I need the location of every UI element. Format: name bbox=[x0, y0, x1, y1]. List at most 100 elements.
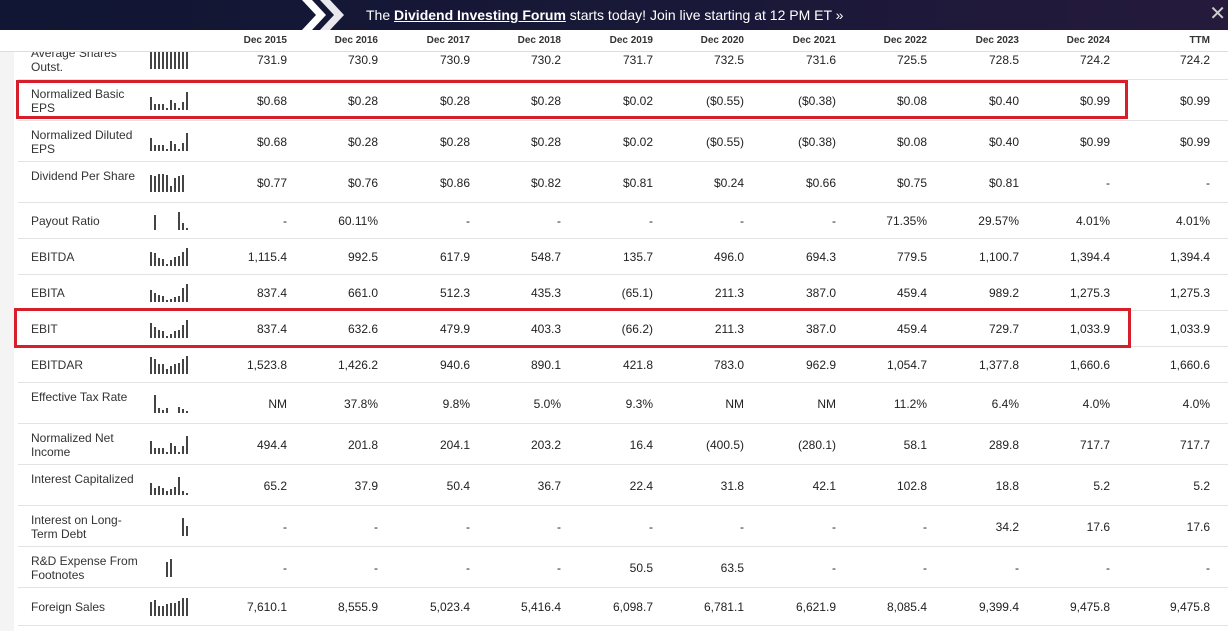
sparkline-bar bbox=[154, 253, 156, 266]
sparkline-bar bbox=[154, 358, 156, 374]
sparkline-bar bbox=[170, 186, 172, 192]
sparkline-bar bbox=[162, 488, 164, 495]
cell-value: 5.2 bbox=[1193, 478, 1210, 493]
sparkline-bar bbox=[150, 483, 152, 495]
cell-value: 1,115.4 bbox=[247, 250, 287, 264]
sparkline-bar bbox=[186, 248, 188, 266]
cell-value: $0.77 bbox=[256, 175, 287, 190]
cell-value: 11.2% bbox=[893, 396, 927, 411]
column-header: Dec 2019 bbox=[609, 35, 653, 46]
cell-value: 29.57% bbox=[978, 214, 1019, 228]
cell-value: 17.6 bbox=[1086, 519, 1110, 534]
sparkline[interactable] bbox=[150, 51, 192, 69]
cell-value: 403.3 bbox=[530, 322, 561, 336]
cell-value: 940.6 bbox=[439, 358, 470, 372]
sparkline-bar bbox=[170, 334, 172, 338]
sparkline-bar bbox=[170, 51, 172, 69]
sparkline-bar bbox=[162, 605, 164, 616]
cell-value: - bbox=[923, 560, 927, 575]
sparkline-bar bbox=[166, 107, 168, 110]
cell-value: - bbox=[1106, 175, 1110, 190]
sparkline-bar bbox=[182, 288, 184, 302]
sparkline-bar bbox=[170, 299, 172, 302]
sparkline-bar bbox=[178, 107, 180, 110]
close-icon[interactable]: ✕ bbox=[1209, 3, 1226, 25]
sparkline[interactable] bbox=[150, 91, 192, 110]
sparkline[interactable] bbox=[150, 173, 192, 192]
row-label: Normalized Basic EPS bbox=[31, 86, 125, 115]
cell-value: 1,660.6 bbox=[1169, 358, 1210, 372]
sparkline[interactable] bbox=[150, 558, 192, 577]
table-row: EBIT 837.4 632.6 479.9 403.3 (66.2) 211.3 387.0… bbox=[18, 311, 1228, 347]
sparkline[interactable] bbox=[150, 284, 192, 302]
cell-value: - bbox=[832, 519, 836, 534]
sparkline-bar bbox=[154, 394, 156, 413]
forum-link[interactable]: Dividend Investing Forum bbox=[394, 7, 566, 23]
sparkline[interactable] bbox=[150, 517, 192, 536]
cell-value: - bbox=[832, 560, 836, 575]
cell-value: $0.66 bbox=[805, 175, 836, 190]
sparkline-bar bbox=[186, 526, 188, 536]
sparkline[interactable] bbox=[150, 476, 192, 495]
sparkline[interactable] bbox=[150, 598, 192, 616]
cell-value: NM bbox=[725, 396, 744, 411]
sparkline-bar bbox=[182, 517, 184, 536]
sparkline[interactable] bbox=[150, 212, 192, 230]
cell-value: 661.0 bbox=[347, 286, 378, 300]
cell-value: 31.8 bbox=[720, 478, 744, 493]
cell-value: 102.8 bbox=[896, 478, 927, 493]
sparkline-bar bbox=[166, 174, 168, 192]
cell-value: $0.28 bbox=[530, 93, 561, 108]
cell-value: 1,033.9 bbox=[1169, 322, 1210, 336]
sparkline[interactable] bbox=[150, 356, 192, 374]
cell-value: $0.82 bbox=[530, 175, 561, 190]
sparkline-bar bbox=[158, 51, 160, 69]
table-row: Payout Ratio - 60.11% - - - - - 71.35% 29.57% 4.01… bbox=[18, 203, 1228, 239]
cell-value: ($0.38) bbox=[797, 134, 836, 149]
sparkline-bar bbox=[166, 300, 168, 302]
cell-value: 5,023.4 bbox=[429, 600, 470, 614]
cell-value: NM bbox=[268, 396, 287, 411]
sparkline-bar bbox=[182, 359, 184, 374]
column-header: Dec 2023 bbox=[975, 35, 1019, 46]
column-header: Dec 2020 bbox=[700, 35, 744, 46]
sparkline[interactable] bbox=[150, 435, 192, 454]
cell-value: 731.9 bbox=[256, 53, 287, 67]
row-label: EBITA bbox=[31, 286, 65, 300]
cell-value: $0.28 bbox=[530, 134, 561, 149]
sparkline-bar bbox=[154, 51, 156, 69]
column-header: Dec 2015 bbox=[243, 35, 287, 46]
cell-value: (280.1) bbox=[797, 437, 836, 452]
cell-value: 203.2 bbox=[530, 437, 561, 452]
cell-value: $0.02 bbox=[622, 134, 653, 149]
cell-value: - bbox=[1015, 560, 1019, 575]
sparkline-bar bbox=[166, 562, 168, 577]
page-margin bbox=[0, 30, 14, 631]
sparkline-bar bbox=[186, 320, 188, 338]
cell-value: - bbox=[374, 519, 378, 534]
sparkline-bar bbox=[150, 175, 152, 192]
cell-value: 211.3 bbox=[714, 286, 744, 300]
sparkline[interactable] bbox=[150, 320, 192, 338]
cell-value: - bbox=[740, 214, 744, 228]
sparkline-bar bbox=[158, 258, 160, 266]
sparkline-bar bbox=[150, 97, 152, 110]
sparkline-bar bbox=[178, 407, 180, 413]
cell-value: 459.4 bbox=[896, 286, 927, 300]
sparkline-bar bbox=[158, 104, 160, 110]
cell-value: (400.5) bbox=[705, 437, 744, 452]
banner-suffix[interactable]: starts today! Join live starting at 12 P… bbox=[565, 7, 844, 23]
sparkline[interactable] bbox=[150, 248, 192, 266]
sparkline-bar bbox=[182, 409, 184, 413]
cell-value: 60.11% bbox=[338, 214, 378, 228]
sparkline-bar bbox=[182, 143, 184, 151]
sparkline-bar bbox=[154, 104, 156, 110]
cell-value: - bbox=[466, 519, 470, 534]
cell-value: 479.9 bbox=[439, 322, 470, 336]
banner-message: The Dividend Investing Forum starts toda… bbox=[366, 7, 843, 23]
cell-value: $0.99 bbox=[1079, 134, 1110, 149]
promo-banner[interactable]: The Dividend Investing Forum starts toda… bbox=[0, 0, 1228, 30]
sparkline[interactable] bbox=[150, 394, 192, 413]
cell-value: 728.5 bbox=[988, 53, 1019, 67]
sparkline[interactable] bbox=[150, 132, 192, 151]
